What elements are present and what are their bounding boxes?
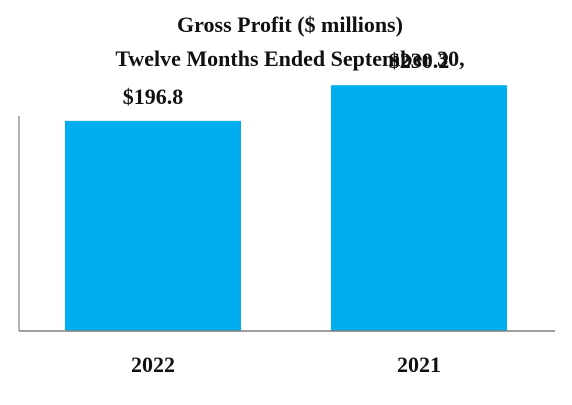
category-label-2022: 2022: [131, 352, 175, 377]
category-label-2021: 2021: [397, 352, 441, 377]
bar-2022: [65, 120, 241, 332]
chart-title-line-2: Twelve Months Ended September 30,: [115, 46, 464, 71]
bar-2021: [331, 85, 507, 331]
chart-title-line-1: Gross Profit ($ millions): [177, 12, 403, 37]
value-label-2022: $196.8: [123, 84, 184, 109]
plot-area: $196.8 2022 $230.2 2021: [18, 48, 555, 377]
value-label-2021: $230.2: [389, 48, 450, 73]
